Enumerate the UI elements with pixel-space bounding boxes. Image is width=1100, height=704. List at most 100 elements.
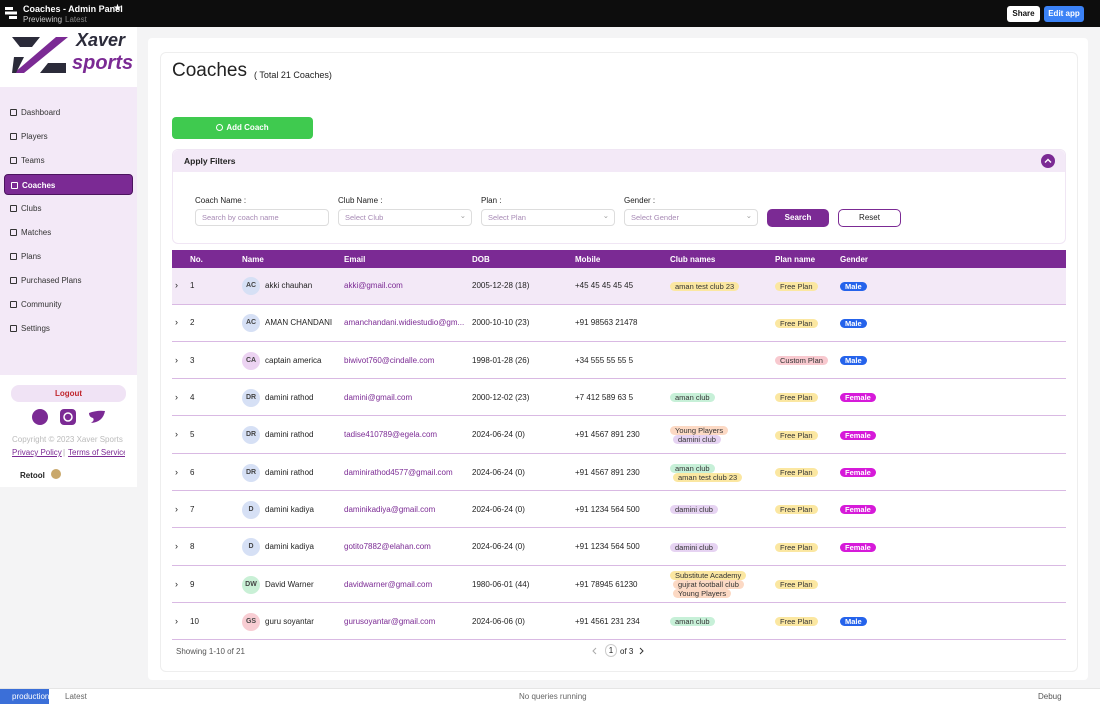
email[interactable]: tadise410789@egela.com (344, 430, 438, 440)
avatar: GS (242, 612, 260, 631)
coach-name: AMAN CHANDANI (265, 318, 333, 328)
club-tag: Young Players (673, 589, 732, 599)
email[interactable]: biwivot760@cindalle.com (344, 355, 435, 365)
nav-item[interactable]: Matches (4, 222, 133, 243)
logo-word: Xaver (76, 30, 126, 50)
mobile: +91 4561 231 234 (575, 616, 640, 626)
filter-input[interactable]: Select Plan ⌄ (481, 209, 615, 226)
logout-button[interactable]: Logout (11, 385, 126, 402)
email[interactable]: davidwarner@gmail.com (344, 579, 433, 589)
expand-chevron[interactable]: › (175, 317, 178, 328)
plan-tag: Custom Plan (775, 356, 828, 366)
expand-chevron[interactable]: › (175, 578, 178, 589)
add-coach-button[interactable]: Add Coach (172, 117, 313, 139)
reset-button[interactable]: Reset (838, 209, 901, 227)
filter-label: Coach Name : (195, 196, 247, 205)
nav-label: Players (21, 132, 48, 141)
terms-link[interactable]: Terms of Service (68, 448, 125, 457)
expand-chevron[interactable]: › (175, 354, 178, 365)
dob: 2024-06-24 (0) (472, 430, 525, 440)
mobile: +91 4567 891 230 (575, 467, 640, 477)
coach-name: David Warner (265, 579, 314, 589)
nav-item[interactable]: Purchased Plans (4, 270, 133, 291)
coach-name: damini rathod (265, 392, 314, 402)
privacy-link[interactable]: Privacy Policy (12, 448, 62, 457)
dob: 1998-01-28 (26) (472, 355, 530, 365)
nav-label: Clubs (21, 204, 42, 213)
expand-chevron[interactable]: › (175, 615, 178, 626)
nav-label: Matches (21, 228, 52, 237)
column-header: DOB (472, 255, 490, 264)
nav-label: Settings (21, 324, 50, 333)
club-tag: aman club (670, 617, 715, 627)
email[interactable]: amanchandani.widiestudio@gm... (344, 318, 465, 328)
avatar-icon (51, 469, 61, 479)
expand-chevron[interactable]: › (175, 503, 178, 514)
app-title: Coaches - Admin Panel (23, 4, 123, 14)
env-badge[interactable]: production (0, 689, 49, 704)
filter-input[interactable]: Select Gender ⌄ (624, 209, 758, 226)
debug-button[interactable]: Debug (1038, 692, 1062, 701)
nav-item[interactable]: Settings (4, 318, 133, 339)
table-row[interactable] (172, 379, 1066, 417)
table-row[interactable] (172, 491, 1066, 529)
nav-icon (10, 325, 17, 332)
share-button[interactable]: Share (1007, 6, 1040, 22)
nav-item[interactable]: Plans (4, 246, 133, 267)
edit-button[interactable]: Edit app (1044, 6, 1084, 22)
star-icon[interactable]: ★ (113, 3, 122, 14)
expand-chevron[interactable]: › (175, 280, 178, 290)
nav-item[interactable]: Community (4, 294, 133, 315)
nav-item[interactable]: Dashboard (4, 102, 133, 123)
coach-name: guru soyantar (265, 616, 314, 626)
table-row[interactable] (172, 454, 1066, 492)
filter-input[interactable]: Search by coach name (195, 209, 329, 226)
row-number: 9 (190, 579, 195, 589)
email[interactable]: gotito7882@elahan.com (344, 542, 431, 552)
column-header: No. (190, 255, 203, 264)
plan-tag: Free Plan (775, 542, 818, 552)
social-icons (32, 409, 105, 425)
mobile: +91 1234 564 500 (575, 504, 640, 514)
coach-name: damini rathod (265, 430, 314, 440)
filter-label: Club Name : (338, 196, 383, 205)
table-row[interactable] (172, 417, 1066, 454)
email[interactable]: daminikadiya@gmail.com (344, 504, 436, 514)
table-row[interactable] (172, 529, 1066, 566)
club-tag: damini club (673, 435, 721, 445)
nav-item[interactable]: Teams (4, 150, 133, 171)
search-button[interactable]: Search (767, 209, 829, 227)
table-row[interactable] (172, 267, 1066, 305)
email[interactable]: gurusoyantar@gmail.com (344, 616, 436, 626)
mobile: +91 98563 21478 (575, 318, 638, 328)
gender-badge: Female (840, 393, 876, 403)
expand-chevron[interactable]: › (175, 391, 178, 402)
coach-name: captain america (265, 355, 322, 365)
nav-item[interactable]: Players (4, 126, 133, 147)
status-bar: production Latest No queries running Deb… (0, 688, 1100, 704)
club-tag: Young Players (670, 426, 729, 436)
page-subtitle: ( Total 21 Coaches) (254, 70, 332, 80)
expand-chevron[interactable]: › (175, 541, 178, 552)
table-row[interactable] (172, 342, 1066, 380)
column-header: Mobile (575, 255, 601, 264)
email[interactable]: damini@gmail.com (344, 392, 413, 402)
nav-item[interactable]: Coaches (4, 174, 133, 195)
filter-input[interactable]: Select Club ⌄ (338, 209, 472, 226)
table-row[interactable] (172, 603, 1066, 641)
avatar: D (242, 500, 260, 519)
table-row[interactable] (172, 566, 1066, 604)
coach-name: damini kadiya (265, 542, 314, 552)
table-row[interactable] (172, 305, 1066, 342)
gender-badge: Female (840, 468, 876, 478)
page-number[interactable]: 1 (605, 644, 617, 657)
plan-tag: Free Plan (775, 505, 818, 515)
nav-item[interactable]: Clubs (4, 198, 133, 219)
email[interactable]: daminirathod4577@gmail.com (344, 467, 453, 477)
email[interactable]: akki@gmail.com (344, 281, 403, 290)
dob: 2005-12-28 (18) (472, 281, 530, 290)
top-bar: Coaches - Admin Panel ★ Previewing Lates… (0, 0, 1100, 27)
expand-chevron[interactable]: › (175, 466, 178, 477)
collapse-button[interactable] (1041, 154, 1055, 168)
expand-chevron[interactable]: › (175, 429, 178, 440)
